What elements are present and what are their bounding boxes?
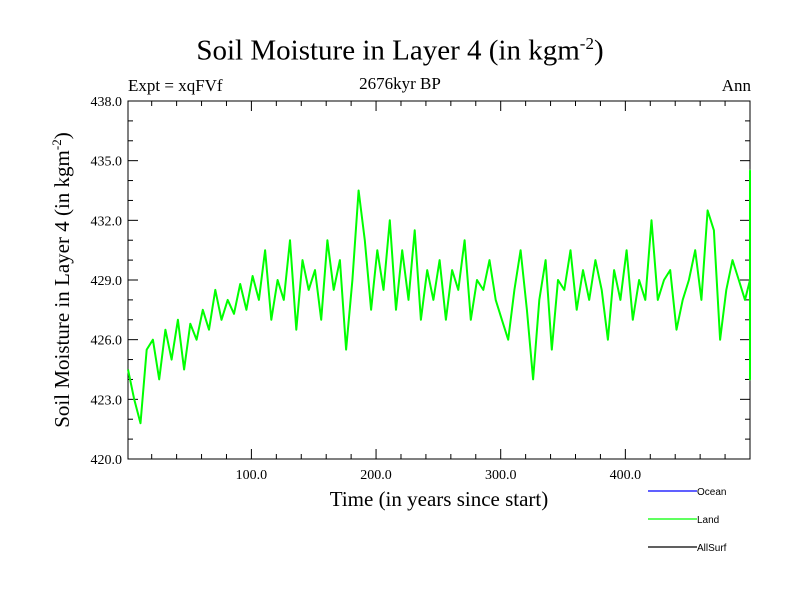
x-tick-label: 400.0 [610, 468, 642, 483]
x-tick-label: 300.0 [485, 468, 517, 483]
legend-label-ocean: Ocean [697, 487, 726, 498]
y-tick-label: 429.0 [91, 274, 123, 289]
series-line-land [127, 169, 751, 425]
y-tick-label: 423.0 [91, 393, 123, 408]
x-axis-label: Time (in years since start) [329, 487, 549, 511]
chart-title: Soil Moisture in Layer 4 (in kgm-2) [196, 34, 604, 67]
legend-label-land: Land [697, 515, 719, 526]
x-tick-label: 200.0 [360, 468, 392, 483]
season-label: Ann [721, 76, 751, 95]
experiment-label: Expt = xqFVf [128, 76, 223, 95]
y-tick-label: 432.0 [91, 214, 123, 229]
axis-ticks: 420.0 423.0 426.0 429.0 432.0 435.0 438.0 100.0… [91, 95, 750, 483]
y-tick-label: 435.0 [91, 155, 123, 170]
y-tick-label: 420.0 [91, 453, 123, 468]
y-tick-label: 426.0 [91, 334, 123, 349]
legend: Ocean Land AllSurf [648, 487, 727, 554]
chart-subtitle: 2676kyr BP [359, 74, 441, 93]
legend-label-allsurf: AllSurf [697, 543, 727, 554]
series-layer [127, 169, 751, 425]
x-tick-label: 100.0 [236, 468, 268, 483]
y-tick-label: 438.0 [91, 95, 123, 110]
